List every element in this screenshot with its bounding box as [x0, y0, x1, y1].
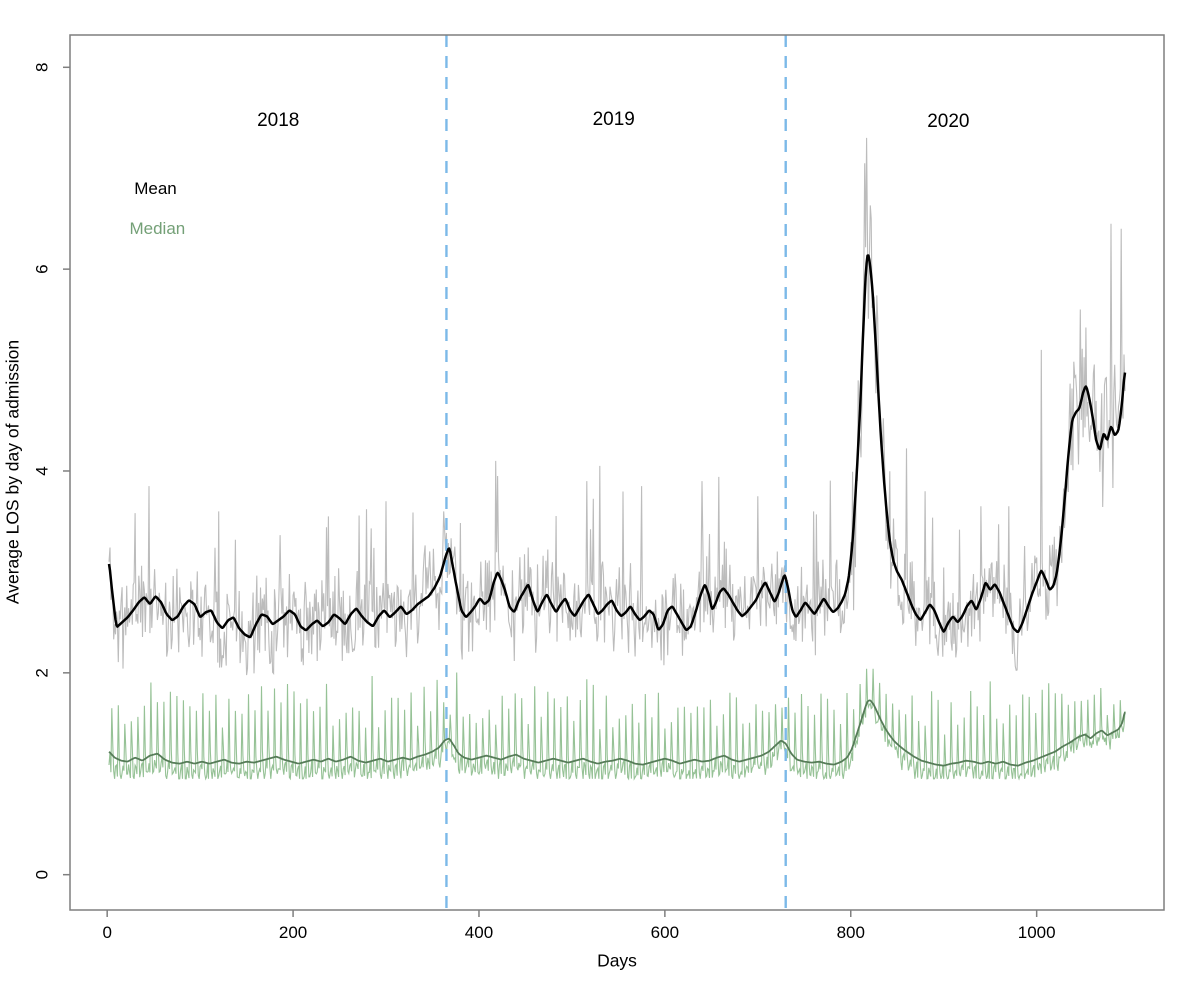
- mean-smooth-line: [107, 254, 1127, 639]
- x-tick-label: 1000: [1018, 923, 1056, 942]
- y-tick-label: 4: [32, 466, 51, 475]
- legend-entry-median: Median: [129, 218, 186, 238]
- data-layer: [107, 35, 1127, 910]
- y-tick-label: 2: [32, 668, 51, 677]
- legend-entry-mean: Mean: [134, 179, 177, 199]
- year-label-2018: 2018: [257, 109, 300, 131]
- plot-border: [69, 34, 1165, 911]
- x-axis-title: Days: [597, 950, 637, 971]
- axis-ticks: 0 200 400 600 800 1000 0 2 4 6 8: [32, 63, 1055, 942]
- x-tick-label: 400: [465, 923, 493, 942]
- x-tick-label: 200: [279, 923, 307, 942]
- y-axis-title: Average LOS by day of admission: [2, 339, 23, 605]
- x-tick-label: 800: [837, 923, 865, 942]
- y-tick-label: 8: [32, 63, 51, 72]
- x-tick-label: 0: [102, 923, 111, 942]
- year-label-2019: 2019: [592, 108, 635, 130]
- y-tick-label: 6: [32, 264, 51, 273]
- year-label-2020: 2020: [927, 110, 970, 132]
- median-raw-line: [108, 668, 1126, 781]
- y-tick-label: 0: [32, 870, 51, 879]
- median-smooth-line: [108, 699, 1126, 767]
- x-tick-label: 600: [651, 923, 679, 942]
- mean-raw-line: [108, 137, 1126, 676]
